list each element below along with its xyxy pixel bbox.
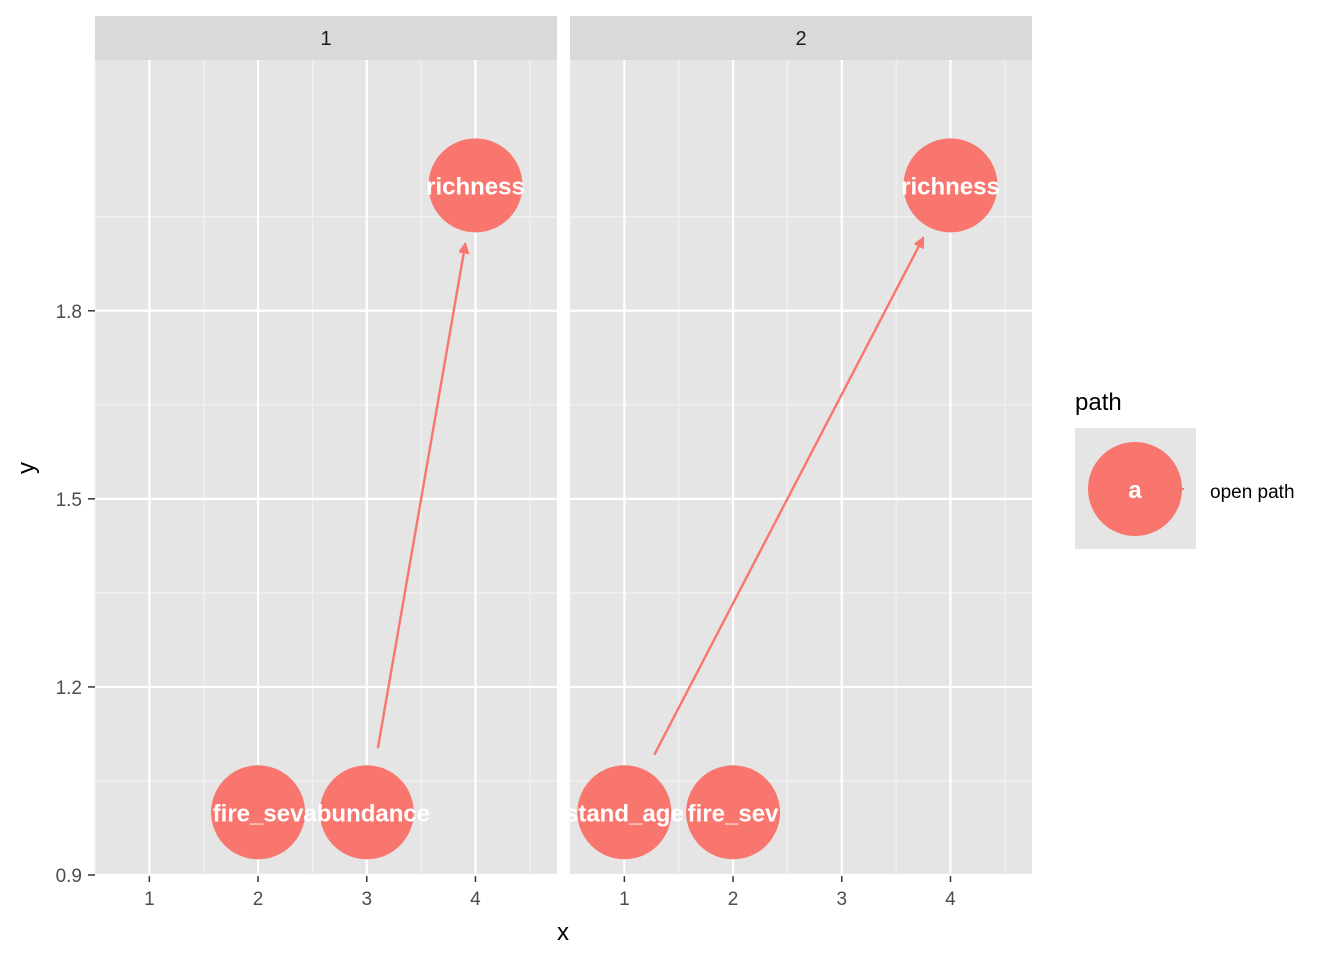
legend-key-label: a: [1128, 477, 1142, 504]
node-label-richness: richness: [901, 173, 1000, 200]
node-label-richness: richness: [426, 173, 525, 200]
x-tick-label: 4: [470, 889, 481, 910]
node-label-stand_age: stand_age: [565, 800, 684, 827]
facet-strip: [570, 16, 1032, 60]
node-circle-fire_sev: [211, 765, 306, 860]
node-label-fire_sev: fire_sev: [688, 800, 779, 827]
facet-strip-label: 1: [320, 28, 331, 50]
facet-panel-1: 1 1 2 3 4 fire_sev abundance richness: [94, 16, 557, 910]
y-tick-label: 1.8: [56, 302, 82, 323]
facet-strip: [95, 16, 557, 60]
x-tick-label: 4: [945, 889, 956, 910]
node-circle-abundance: [319, 765, 414, 860]
x-tick-label: 2: [253, 889, 264, 910]
y-axis: 0.9 1.2 1.5 1.8: [56, 302, 95, 887]
y-tick-label: 0.9: [56, 866, 82, 887]
x-tick-label: 1: [144, 889, 155, 910]
x-tick-label: 3: [836, 889, 847, 910]
facet-strip-label: 2: [795, 28, 806, 50]
node-circle-fire_sev: [686, 765, 781, 860]
legend-entry-label: open path: [1210, 482, 1295, 503]
y-tick-label: 1.2: [56, 678, 82, 699]
legend-key-circle: [1088, 442, 1182, 536]
panel-content: fire_sev abundance richness: [211, 138, 525, 860]
legend-title: path: [1075, 389, 1122, 416]
panel-content: stand_age fire_sev richness: [565, 138, 1000, 860]
x-axis-title: x: [557, 919, 569, 946]
edge-stand_age-to-richness: [653, 238, 925, 756]
y-axis-title: y: [13, 462, 40, 474]
legend: path a open path: [1075, 389, 1295, 549]
node-circle-stand_age: [577, 765, 672, 860]
x-tick-label: 3: [361, 889, 372, 910]
y-tick-label: 1.5: [56, 490, 82, 511]
node-label-abundance: abundance: [303, 800, 430, 827]
node-label-fire_sev: fire_sev: [213, 800, 304, 827]
edge-abundance-to-richness: [376, 244, 466, 749]
node-circle-richness: [903, 138, 998, 233]
x-tick-label: 2: [728, 889, 739, 910]
facet-panel-2: 2 1 2 3 4 stand_age fire_sev richness: [565, 16, 1032, 910]
node-circle-richness: [428, 138, 523, 233]
x-tick-label: 1: [619, 889, 630, 910]
